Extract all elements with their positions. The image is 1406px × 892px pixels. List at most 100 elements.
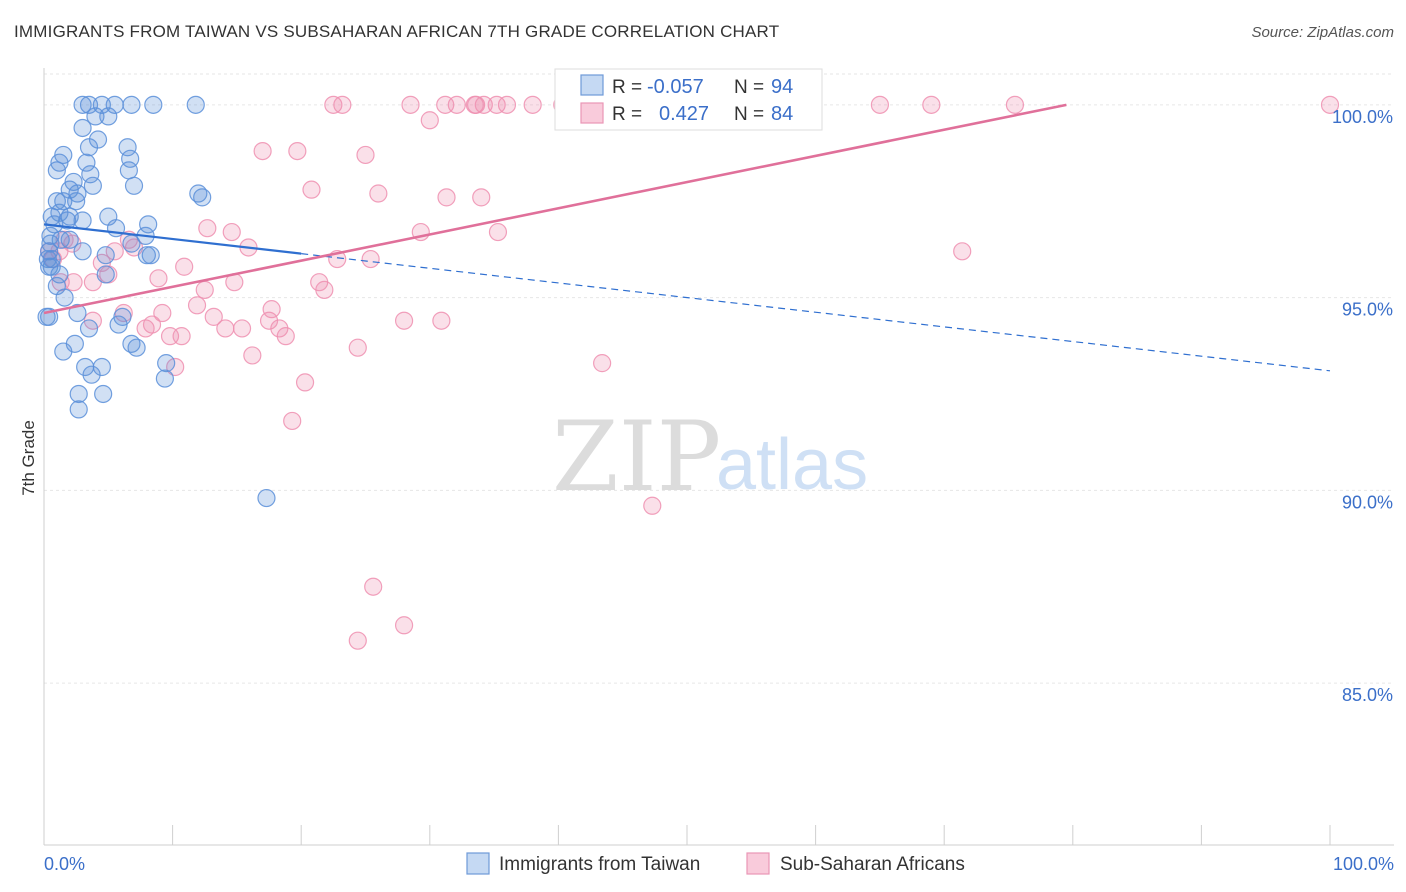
data-point <box>394 616 414 635</box>
data-point <box>488 222 508 242</box>
data-point <box>198 219 217 238</box>
data-point <box>73 95 92 114</box>
data-point <box>137 246 156 265</box>
data-point <box>175 257 194 276</box>
grid-layer <box>44 73 1394 684</box>
data-point <box>437 188 456 207</box>
stats-n-label-taiwan: N = <box>734 77 764 98</box>
data-point <box>1320 95 1340 114</box>
data-point <box>92 95 111 114</box>
data-point <box>186 95 205 114</box>
data-point <box>96 246 115 265</box>
data-point <box>54 192 73 211</box>
data-point <box>94 384 113 404</box>
stats-r-value-subsaharan: 0.427 <box>659 103 709 125</box>
data-point <box>141 246 160 265</box>
legend-swatch-subsaharan <box>746 852 770 875</box>
data-point <box>149 269 168 288</box>
trend-line-taiwan <box>43 223 302 255</box>
data-point <box>195 280 214 299</box>
data-point <box>593 354 612 373</box>
data-point <box>77 153 96 172</box>
data-point <box>487 95 506 114</box>
data-point <box>41 234 60 253</box>
stats-swatch-subsaharan <box>580 102 604 124</box>
chart-title: IMMIGRANTS FROM TAIWAN VS SUBSAHARAN AFR… <box>14 22 780 41</box>
data-point <box>139 215 158 234</box>
data-point <box>69 400 88 419</box>
y-tick-labels: 85.0% 90.0% 95.0% 100.0% <box>1332 107 1393 705</box>
data-point <box>81 165 100 184</box>
data-point <box>172 327 191 346</box>
data-point <box>50 265 69 284</box>
stats-r-label-taiwan: R = <box>612 77 642 98</box>
data-point <box>232 319 252 338</box>
data-point <box>276 327 295 346</box>
stats-box: R = -0.057 N = 94 R = 0.427 N = 84 <box>554 68 823 131</box>
data-point <box>79 95 99 114</box>
series-taiwan-points <box>37 95 276 508</box>
data-point <box>204 307 223 326</box>
data-point <box>73 118 92 138</box>
data-point <box>361 249 380 269</box>
x-tick-label-min: 0.0% <box>44 854 85 874</box>
data-point <box>92 357 111 377</box>
data-point <box>67 192 86 211</box>
data-point <box>144 95 163 114</box>
y-tick-label: 85.0% <box>1342 685 1393 705</box>
data-point <box>73 242 92 261</box>
stats-r-value-taiwan: -0.057 <box>647 76 704 98</box>
stats-n-value-taiwan: 94 <box>771 76 793 98</box>
data-point <box>124 176 144 195</box>
data-point <box>356 145 375 165</box>
data-point <box>127 338 146 357</box>
data-point <box>432 311 451 330</box>
data-point <box>472 188 491 207</box>
data-point <box>68 303 87 323</box>
data-point <box>79 319 99 338</box>
data-point <box>333 95 352 114</box>
data-point <box>447 95 466 114</box>
data-point <box>420 111 439 130</box>
data-point <box>953 242 972 261</box>
data-point <box>283 411 302 431</box>
data-point <box>136 319 155 338</box>
watermark-atlas: atlas <box>716 425 868 505</box>
stats-n-label-subsaharan: N = <box>734 104 764 125</box>
data-point <box>99 107 118 126</box>
data-point <box>369 184 388 203</box>
data-point <box>121 149 140 168</box>
legend-label-taiwan: Immigrants from Taiwan <box>499 854 700 875</box>
y-tick-label: 90.0% <box>1342 492 1393 512</box>
data-point <box>153 303 172 323</box>
data-point <box>79 138 99 157</box>
axes-layer <box>43 68 1394 846</box>
data-point <box>109 315 128 334</box>
data-point <box>348 338 367 357</box>
data-point <box>166 357 185 377</box>
data-point <box>259 311 279 330</box>
data-point <box>155 369 174 388</box>
data-point <box>243 346 262 365</box>
data-point <box>364 577 383 596</box>
watermark: ZIP atlas <box>552 401 868 513</box>
data-point <box>82 365 101 384</box>
y-tick-label: 95.0% <box>1342 300 1393 320</box>
data-point <box>60 230 79 249</box>
data-point <box>54 342 73 361</box>
data-point <box>523 95 542 114</box>
data-point <box>474 95 493 114</box>
data-point <box>348 631 367 650</box>
data-point <box>1005 95 1025 114</box>
data-point <box>187 296 207 315</box>
data-point <box>47 161 66 180</box>
data-point <box>105 242 124 261</box>
data-point <box>394 311 414 330</box>
data-point <box>216 319 235 338</box>
data-point <box>119 161 138 180</box>
stats-r-label-subsaharan: R = <box>612 104 642 125</box>
data-point <box>288 142 307 161</box>
data-point <box>122 234 141 253</box>
data-point <box>42 257 61 276</box>
